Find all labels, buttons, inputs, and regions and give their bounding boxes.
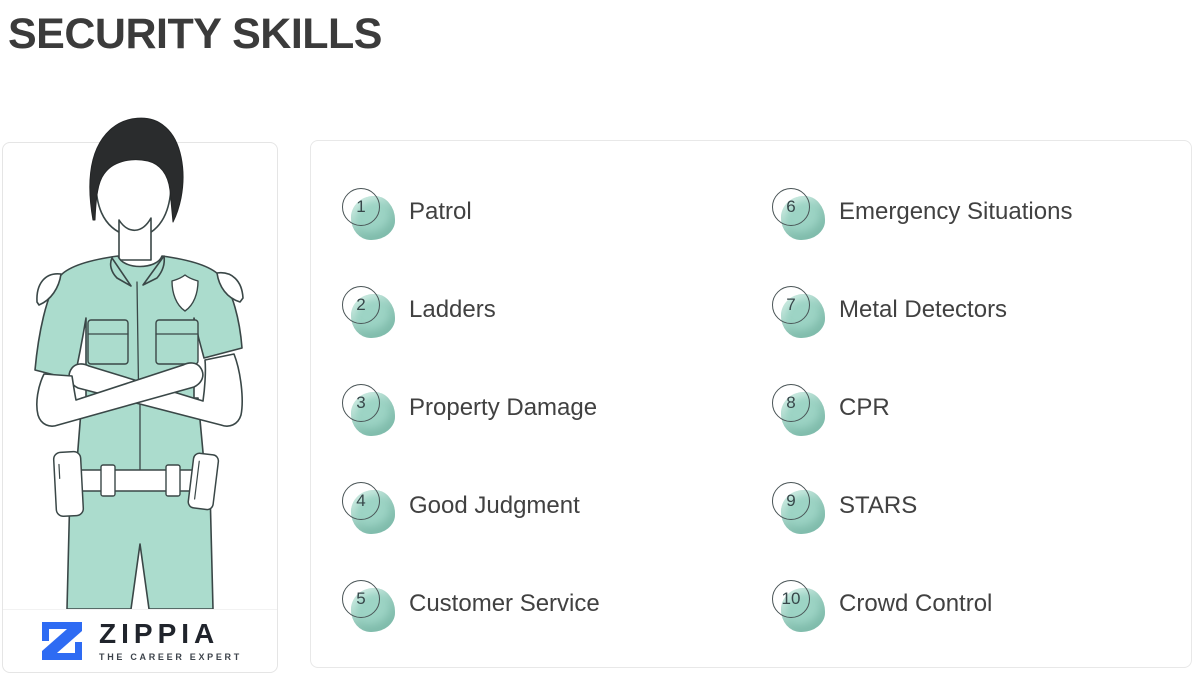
skill-number: 8 xyxy=(772,384,810,422)
zippia-tagline: THE CAREER EXPERT xyxy=(99,652,242,662)
skill-item: 9 STARS xyxy=(771,457,1191,555)
skill-number-badge: 9 xyxy=(771,480,827,536)
zippia-z-icon xyxy=(42,622,83,660)
skill-label: STARS xyxy=(839,492,918,519)
skill-label: Property Damage xyxy=(409,394,598,421)
skill-item: 5 Customer Service xyxy=(341,555,771,653)
skill-number-badge: 5 xyxy=(341,578,397,634)
skill-item: 1 Patrol xyxy=(341,163,771,261)
skill-number: 7 xyxy=(772,286,810,324)
skill-number-badge: 1 xyxy=(341,186,397,242)
skill-item: 8 CPR xyxy=(771,359,1191,457)
skill-number: 2 xyxy=(342,286,380,324)
skill-number: 3 xyxy=(342,384,380,422)
skill-label: Customer Service xyxy=(409,590,600,617)
skill-number-badge: 3 xyxy=(341,382,397,438)
skill-number-badge: 2 xyxy=(341,284,397,340)
skill-label: Metal Detectors xyxy=(839,296,1008,323)
skill-label: CPR xyxy=(839,394,890,421)
skill-number: 9 xyxy=(772,482,810,520)
skill-item: 4 Good Judgment xyxy=(341,457,771,555)
security-guard-illustration xyxy=(34,117,244,610)
zippia-logo: ZIPPIA THE CAREER EXPERT xyxy=(3,609,277,672)
skill-item: 7 Metal Detectors xyxy=(771,261,1191,359)
skill-number-badge: 7 xyxy=(771,284,827,340)
page-title: SECURITY SKILLS xyxy=(8,10,382,58)
skill-item: 6 Emergency Situations xyxy=(771,163,1191,261)
skill-number-badge: 8 xyxy=(771,382,827,438)
skill-item: 3 Property Damage xyxy=(341,359,771,457)
skill-number-badge: 4 xyxy=(341,480,397,536)
skill-number-badge: 6 xyxy=(771,186,827,242)
skill-number-badge: 10 xyxy=(771,578,827,634)
skills-list: 1 Patrol 2 Ladders 3 Property Damage 4 G… xyxy=(311,141,1191,667)
skills-card: 1 Patrol 2 Ladders 3 Property Damage 4 G… xyxy=(310,140,1192,668)
skill-number: 4 xyxy=(342,482,380,520)
zippia-wordmark: ZIPPIA xyxy=(99,618,220,649)
skill-number: 1 xyxy=(342,188,380,226)
skill-label: Emergency Situations xyxy=(839,198,1073,225)
skill-item: 2 Ladders xyxy=(341,261,771,359)
skill-label: Patrol xyxy=(409,198,472,225)
skill-label: Crowd Control xyxy=(839,590,993,617)
skill-number: 5 xyxy=(342,580,380,618)
skill-number: 6 xyxy=(772,188,810,226)
skill-item: 10 Crowd Control xyxy=(771,555,1191,653)
skill-label: Good Judgment xyxy=(409,492,580,519)
skill-label: Ladders xyxy=(409,296,496,323)
skill-number: 10 xyxy=(772,580,810,618)
